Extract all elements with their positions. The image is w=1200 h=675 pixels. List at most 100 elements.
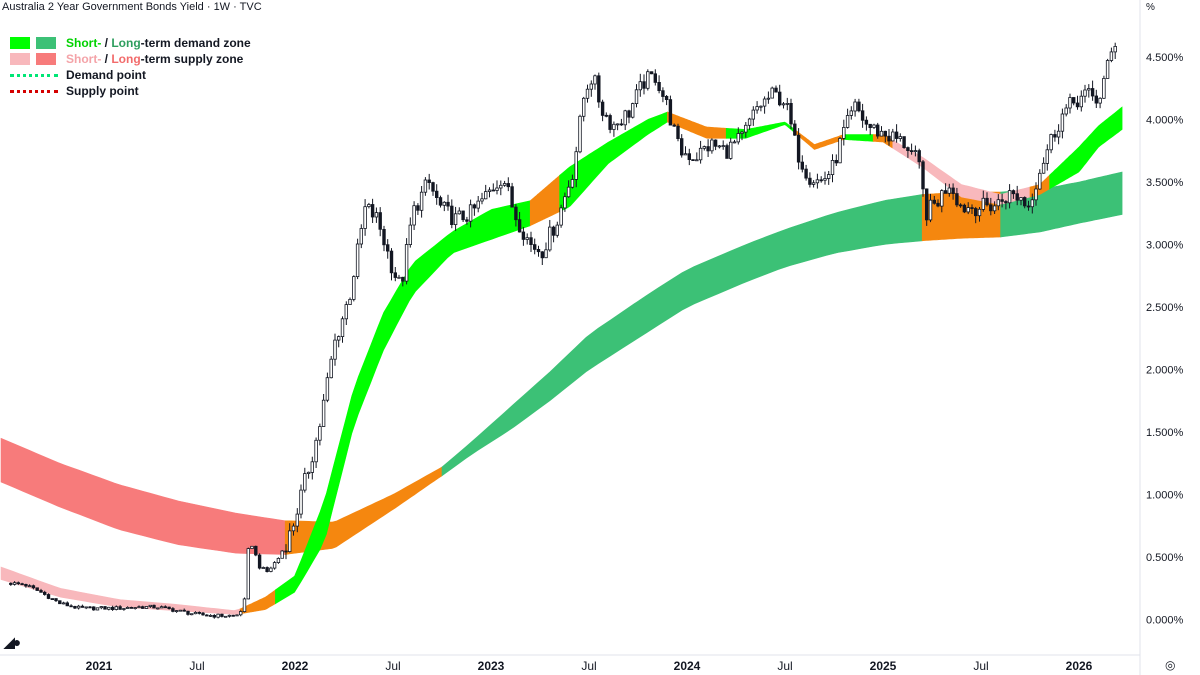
legend-separator: / [101,52,112,66]
candle [864,116,869,131]
demand-point-swatch [10,73,58,77]
candle [58,600,62,605]
candle [514,204,518,227]
candle [499,180,503,196]
candle [333,333,337,366]
candle [231,614,235,617]
candle [661,87,665,103]
candle [235,614,239,617]
candle [238,610,243,617]
candle [612,121,616,137]
candle [1094,89,1098,108]
candle [189,613,194,616]
price-tick-label: 1.500% [1146,427,1184,439]
candle [1015,185,1019,206]
candle [857,98,861,113]
candle [555,221,559,238]
candle [314,437,318,468]
candle [397,274,401,279]
candle [1087,84,1091,98]
candle [570,174,575,189]
price-tick-label: 4.500% [1146,52,1184,64]
candle [894,124,899,143]
candle [336,335,341,348]
candle [713,139,718,151]
candle [54,598,58,602]
candle [785,97,789,111]
candle [61,601,66,605]
candle [178,609,183,612]
candle [1113,42,1117,59]
time-tick-label: 2024 [674,659,701,673]
short-term-demand-zone-segment [843,134,874,142]
candle [306,471,311,479]
candle [76,604,81,610]
candle [468,199,473,228]
candle [800,155,804,173]
zone-bands [0,106,1123,615]
candle [955,187,959,208]
legend-short-word: Short- [66,52,102,66]
candle [638,73,642,97]
candle [747,117,752,130]
candle [977,207,982,222]
candle [642,74,646,95]
settings-icon[interactable]: ◎ [1165,658,1176,672]
candle [958,203,963,208]
candle [201,612,205,616]
long-term-supply-zone-segment [0,437,286,555]
candle [212,614,216,619]
candle [310,456,314,480]
price-tick-label: 2.000% [1146,365,1184,377]
candle [220,613,224,618]
candle [536,245,541,257]
candle [35,587,39,591]
candle [148,604,152,608]
time-axis[interactable]: 2021 Jul 2022 Jul 2023 Jul 2024 Jul 2025 Jul 2026 [86,659,1093,673]
supply-point-swatch [10,89,58,93]
candle [1034,182,1038,206]
candle [566,180,571,198]
candle [563,192,567,212]
time-tick-label: 2021 [86,659,113,673]
candle [608,113,612,134]
legend-supply-zone-label: -term supply zone [140,52,244,66]
candle [412,201,416,230]
candle [84,606,88,610]
candle [548,220,552,252]
candle [872,123,876,129]
candle [73,605,77,609]
candle [631,102,635,119]
price-tick-label: 1.000% [1146,490,1184,502]
candle [472,203,477,216]
candle [465,216,469,225]
candle [653,69,657,86]
time-tick-label: 2025 [870,659,897,673]
candle [359,224,363,249]
tradingview-logo-icon[interactable]: ◢● [4,634,21,650]
candle [450,199,454,229]
legend-demand-zone-label: -term demand zone [140,36,251,50]
candle [940,189,944,213]
price-axis[interactable]: 0.000% 0.500% 1.000% 1.500% 2.000% 2.500% 3.00… [1146,52,1184,627]
short-term-demand-zone-segment [1049,106,1123,190]
legend-long-word: Long [111,52,141,66]
candle [438,195,443,208]
candle [879,126,884,137]
candle [363,199,367,236]
legend-demand-point: Demand point [10,67,251,83]
candle [876,122,880,139]
short-term-demand-zone-segment [725,121,796,139]
candle [344,301,348,325]
candle [114,605,118,611]
time-tick-label: 2022 [282,659,309,673]
candle [182,608,186,612]
candle [615,123,620,131]
candle [928,193,933,223]
candle [706,139,710,157]
candle [265,566,269,573]
candle [506,177,510,192]
legend-demand-point-label: Demand point [66,68,146,82]
candle [129,606,134,609]
